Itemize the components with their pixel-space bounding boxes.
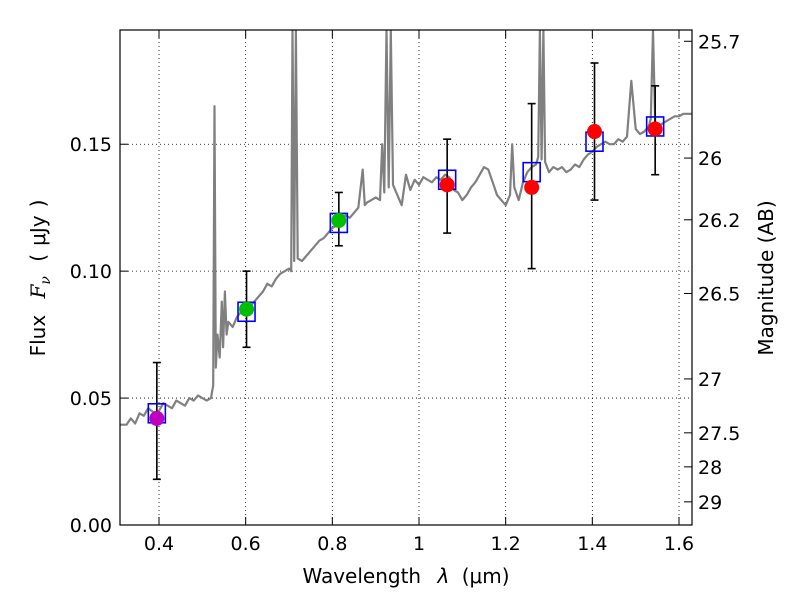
y-axis-title-symbol-sub: ν: [38, 276, 54, 285]
y-tick-label: 0.15: [70, 134, 112, 156]
x-tick-label: 0.6: [231, 533, 261, 555]
y-tick-label: 0.00: [70, 515, 112, 537]
y2-tick-label: 25.7: [698, 31, 740, 53]
y2-tick-label: 29: [698, 492, 722, 514]
x-axis-title: Wavelength λ (μm): [302, 564, 509, 588]
model-photometry-layer: [147, 116, 665, 424]
y-tick-label: 0.05: [70, 388, 112, 410]
model-sed-layer: [120, 30, 692, 426]
x-tick-label: 1.4: [577, 533, 607, 555]
plot-frame: [119, 29, 693, 526]
observed-point: [524, 179, 540, 195]
grid-lines: [120, 30, 692, 526]
y-axis-title-open-paren: (: [26, 254, 50, 262]
y-axis-title-unit: μJy: [26, 215, 50, 246]
y2-tick-label: 26: [698, 148, 722, 170]
x-tick-label: 1.6: [664, 533, 694, 555]
observed-points-layer: [149, 121, 663, 426]
x-axis-title-open-paren: (: [462, 564, 470, 588]
observed-point: [647, 121, 663, 137]
axis-ticks: 0.4 0.6 0.8 1 1.2 1.4 1.6 0.00 0.05 0.10 0.15 25.7 2…: [70, 30, 740, 555]
y-axis-title: Flux Fν ( μJy): [26, 200, 55, 357]
y-axis-title-label: Flux: [26, 315, 50, 357]
x-axis-title-unit: μm: [470, 564, 502, 588]
y-axis-title-symbol: F: [26, 283, 50, 299]
y-tick-label: 0.10: [70, 261, 112, 283]
y2-tick-label: 28: [698, 457, 722, 479]
observed-point: [149, 410, 165, 426]
x-axis-title-close-paren: ): [502, 564, 510, 588]
model-sed-line: [120, 30, 692, 426]
y2-tick-label: 26.5: [698, 283, 740, 305]
y-axis-title-close-paren: ): [26, 200, 50, 208]
observed-point: [239, 301, 255, 317]
x-axis-title-symbol: λ: [436, 564, 449, 588]
observed-point: [331, 212, 347, 228]
x-tick-label: 0.8: [317, 533, 347, 555]
x-tick-label: 0.4: [144, 533, 174, 555]
observed-point: [439, 177, 455, 193]
x-axis-title-label: Wavelength: [302, 564, 421, 588]
x-tick-label: 1.2: [491, 533, 521, 555]
x-tick-label: 1: [413, 533, 425, 555]
y2-tick-label: 27.5: [698, 423, 740, 445]
y2-axis-title: Magnitude (AB): [754, 200, 778, 355]
y2-tick-label: 27: [698, 369, 722, 391]
observed-point: [587, 124, 602, 140]
y2-tick-label: 26.2: [698, 210, 740, 232]
